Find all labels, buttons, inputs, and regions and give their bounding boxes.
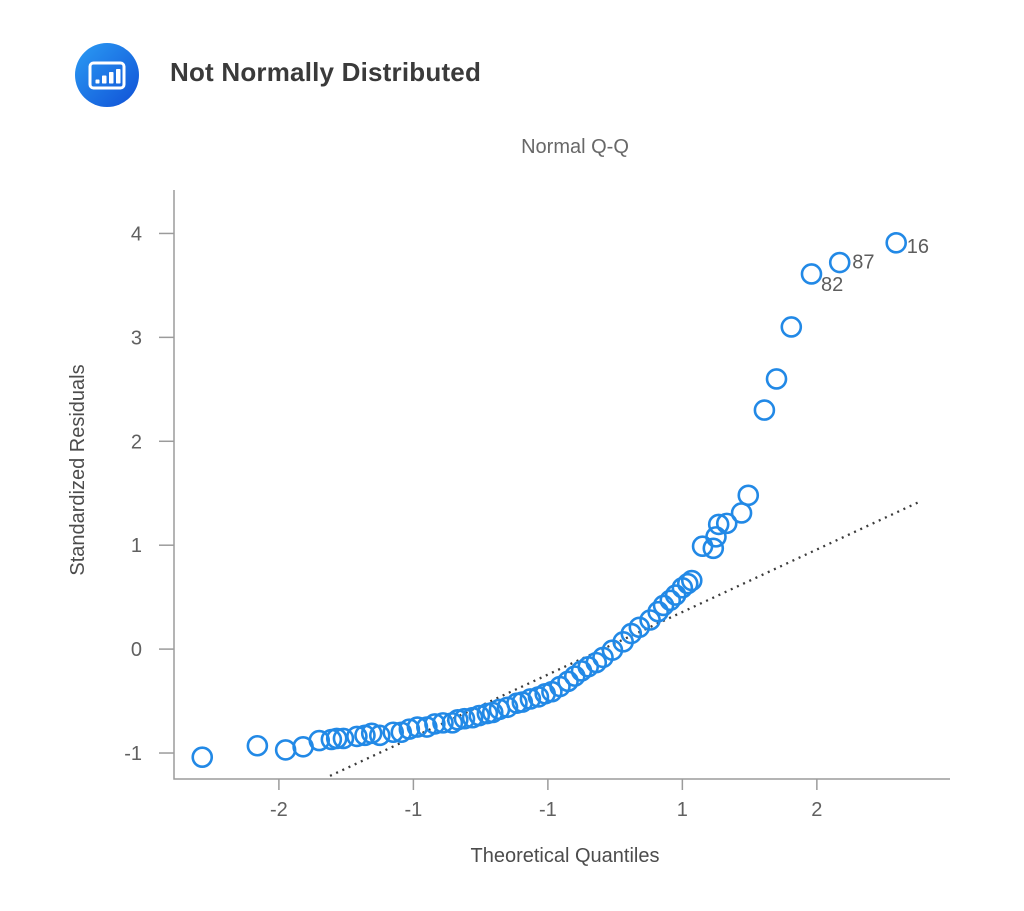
data-point [885,232,908,254]
x-tick-label: 2 [811,799,822,821]
x-tick-label: -2 [270,799,288,821]
data-point [737,484,760,507]
y-tick-label: -1 [124,743,142,765]
data-point [519,688,542,710]
data-point [730,502,753,524]
data-point [780,316,803,338]
page-title: Not Normally Distributed [170,57,482,87]
y-tick-label: 4 [131,223,142,245]
point-label: 87 [852,252,874,274]
point-label: 82 [821,274,843,296]
data-point [246,734,269,757]
y-tick-label: 3 [131,327,142,349]
data-point [707,513,730,536]
data-point [676,572,699,595]
data-point [468,704,491,727]
data-point [453,707,476,730]
data-point [346,725,368,748]
data-point [664,584,687,606]
data-point [585,651,608,674]
data-point [496,696,519,719]
axis-lines [173,190,950,780]
data-point [628,616,651,639]
data-point [765,368,788,390]
data-point [191,746,214,768]
data-point [659,589,682,612]
data-point [647,600,669,623]
data-point [368,724,391,747]
data-point [325,727,348,750]
y-tick-label: 0 [131,639,142,661]
x-tick-label: -1 [404,799,422,821]
data-point [360,722,383,745]
logo [75,43,139,107]
data-point [753,399,776,421]
data-point [557,670,579,693]
chart-title: Normal Q-Q [521,136,629,158]
data-point [274,739,297,761]
y-tick-label: 2 [131,431,142,453]
data-point [424,713,446,735]
data-point [332,727,355,750]
y-tick-label: 1 [131,535,142,557]
x-tick-label: 1 [677,799,688,821]
data-point [705,526,727,548]
data-point [702,537,725,560]
x-axis-title: Theoretical Quantiles [471,845,660,867]
point-label: 16 [907,236,929,258]
x-tick-label: -1 [539,799,557,821]
data-point [432,712,454,734]
header: Not Normally Distributed [0,0,1024,130]
data-point [800,263,823,285]
y-axis-title: Standardized Residuals [67,364,89,575]
data-point [828,251,851,274]
data-point [680,569,703,592]
data-point [382,721,405,744]
data-point [446,708,469,731]
bar-chart-icon [75,43,139,107]
data-point [715,512,738,535]
